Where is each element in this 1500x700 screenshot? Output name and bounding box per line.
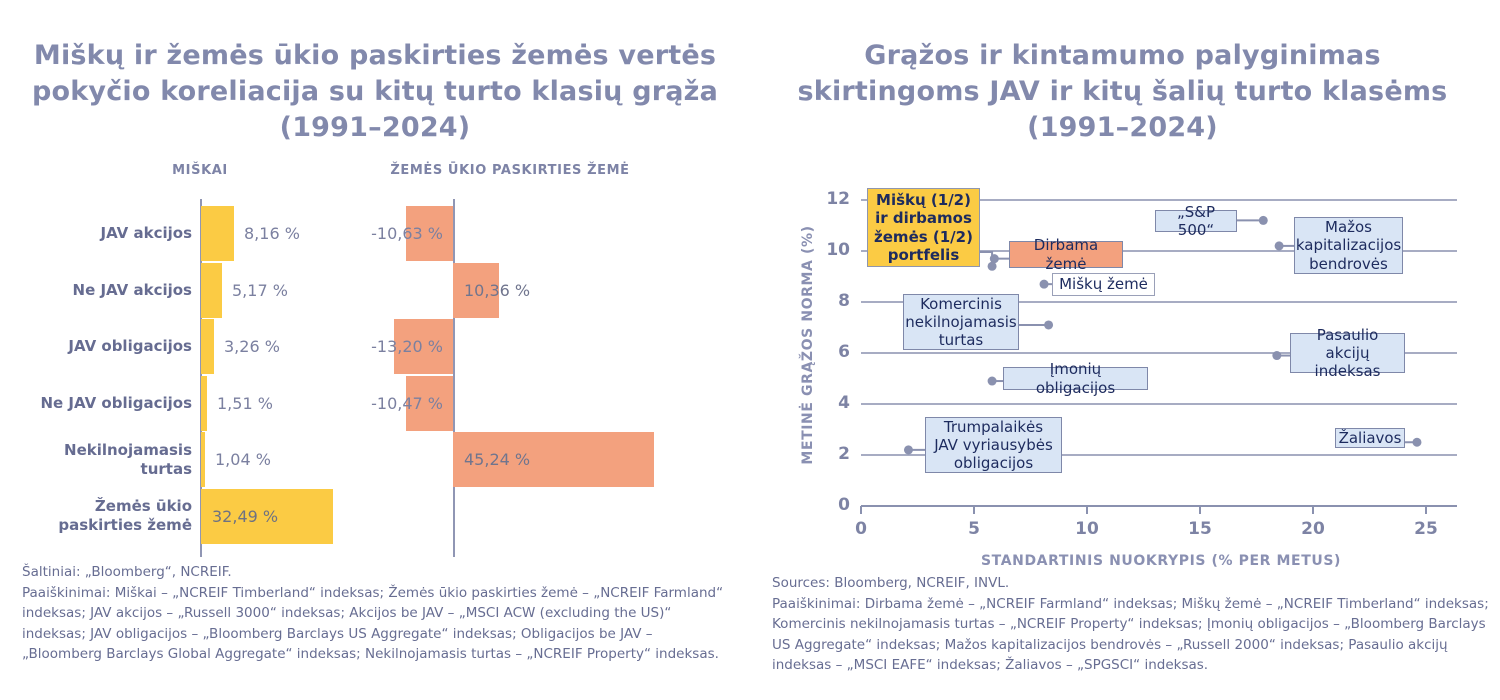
point-label-box: Dirbama žemė bbox=[1009, 236, 1123, 273]
zeme-bar bbox=[406, 206, 453, 261]
data-point bbox=[903, 445, 913, 455]
category-label: Ne JAV akcijos bbox=[72, 280, 192, 299]
point-label-box: Žaliavos bbox=[1335, 428, 1405, 448]
category-label: JAV obligacijos bbox=[68, 337, 192, 356]
data-point bbox=[989, 254, 999, 264]
right-chart-title: Grąžos ir kintamumo palyginimas skirting… bbox=[797, 40, 1448, 143]
point-label-box: Įmonių obligacijos bbox=[1003, 360, 1148, 397]
miskai-bar bbox=[201, 206, 234, 261]
data-point bbox=[1039, 279, 1049, 289]
miskai-bar-value: 8,16 % bbox=[244, 224, 300, 243]
miskai-bar bbox=[201, 375, 207, 431]
zeme-bar bbox=[406, 375, 453, 431]
category-label: Nekilnojamasis turtas bbox=[64, 440, 192, 478]
zeme-bar-value: -10,63 % bbox=[371, 224, 443, 243]
miskai-bar-value: 32,49 % bbox=[212, 506, 279, 526]
correlation-bar-chart: JAV akcijos 8,16 % -10,63 % Ne JAV akcijos 5… bbox=[0, 0, 760, 560]
data-point bbox=[1258, 215, 1268, 225]
y-tick-label: 2 bbox=[838, 444, 850, 464]
zeme-bar bbox=[453, 432, 654, 487]
zeme-bar-value: -10,47 % bbox=[371, 393, 443, 413]
point-label-box: Pasaulio akcijų indeksas bbox=[1290, 326, 1405, 380]
point-label-box: Miškų (1/2) ir dirbamos žemės (1/2) port… bbox=[867, 188, 980, 267]
miskai-bar-value: 3,26 % bbox=[224, 337, 280, 356]
zeme-axis-line bbox=[453, 199, 455, 557]
zeme-bar-value: 10,36 % bbox=[464, 280, 531, 300]
zeme-bar-value: -13,20 % bbox=[371, 337, 443, 356]
y-tick-label: 12 bbox=[826, 189, 850, 209]
y-tick-label: 4 bbox=[838, 393, 850, 413]
x-tick-label: 10 bbox=[1075, 519, 1099, 539]
data-point bbox=[1412, 437, 1422, 447]
right-footnote-notes: Paaiškinimai: Dirbama žemė – „NCREIF Far… bbox=[772, 595, 1489, 674]
miskai-bar-value: 1,51 % bbox=[217, 393, 273, 413]
left-footnote: Šaltiniai: „Bloomberg“, NCREIF. Paaiškin… bbox=[22, 562, 730, 665]
y-axis-title: METINĖ GRĄŽOS NORMA (%) bbox=[800, 225, 816, 465]
point-label-box: Trumpalaikės JAV vyriausybės obligacijos bbox=[925, 417, 1062, 473]
x-tick-label: 25 bbox=[1414, 519, 1438, 539]
x-tick-label: 20 bbox=[1301, 519, 1325, 539]
left-footnote-notes: Paaiškinimai: Miškai – „NCREIF Timberlan… bbox=[22, 584, 724, 663]
miskai-bar bbox=[201, 319, 214, 374]
left-footnote-sources: Šaltiniai: „Bloomberg“, NCREIF. bbox=[22, 564, 232, 580]
miskai-bar-value: 1,04 % bbox=[215, 450, 271, 469]
zeme-bar bbox=[453, 262, 499, 318]
left-chart-title: Miškų ir žemės ūkio paskirties žemės ver… bbox=[31, 40, 719, 143]
x-tick-label: 0 bbox=[855, 519, 867, 539]
right-footnote-sources: Sources: Bloomberg, NCREIF, INVL. bbox=[772, 575, 1010, 591]
x-tick-label: 5 bbox=[968, 519, 980, 539]
y-tick-label: 6 bbox=[838, 342, 850, 362]
column-header-zeme: ŽEMĖS ŪKIO PASKIRTIES ŽEMĖ bbox=[390, 163, 630, 178]
point-label-box: Miškų žemė bbox=[1052, 273, 1155, 296]
data-point bbox=[987, 376, 997, 386]
point-label-box: Komercinis nekilnojamasis turtas bbox=[903, 294, 1019, 350]
column-header-miskai: MIŠKAI bbox=[172, 163, 228, 178]
right-footnote: Sources: Bloomberg, NCREIF, INVL. Paaišk… bbox=[772, 573, 1494, 676]
data-point bbox=[1044, 320, 1054, 330]
y-tick-label: 8 bbox=[838, 291, 850, 311]
miskai-bar bbox=[201, 262, 222, 318]
miskai-bar bbox=[201, 488, 333, 544]
zeme-bar-value: 45,24 % bbox=[464, 450, 531, 469]
miskai-bar-value: 5,17 % bbox=[232, 280, 288, 300]
zeme-bar bbox=[394, 319, 453, 374]
data-point bbox=[987, 261, 997, 271]
data-point bbox=[1272, 351, 1282, 361]
risk-return-scatter-chart: 0 2 4 6 8 10 12 0 5 10 15 20 25 STANDARTINIS NUOKRYPI… bbox=[770, 185, 1485, 585]
y-tick-label: 10 bbox=[826, 240, 850, 260]
x-axis-title: STANDARTINIS NUOKRYPIS (% PER METUS) bbox=[980, 553, 1342, 569]
category-label: Žemės ūkio paskirties žemė bbox=[58, 497, 192, 534]
miskai-bar bbox=[201, 432, 205, 487]
y-tick-label: 0 bbox=[838, 495, 850, 515]
category-label: JAV akcijos bbox=[100, 224, 192, 243]
data-point bbox=[1274, 241, 1284, 251]
point-label-box: Mažos kapitalizacijos bendrovės bbox=[1294, 217, 1403, 274]
x-tick-label: 15 bbox=[1188, 519, 1212, 539]
category-label: Ne JAV obligacijos bbox=[40, 393, 192, 412]
point-label-box: „S&P 500“ bbox=[1155, 203, 1237, 239]
